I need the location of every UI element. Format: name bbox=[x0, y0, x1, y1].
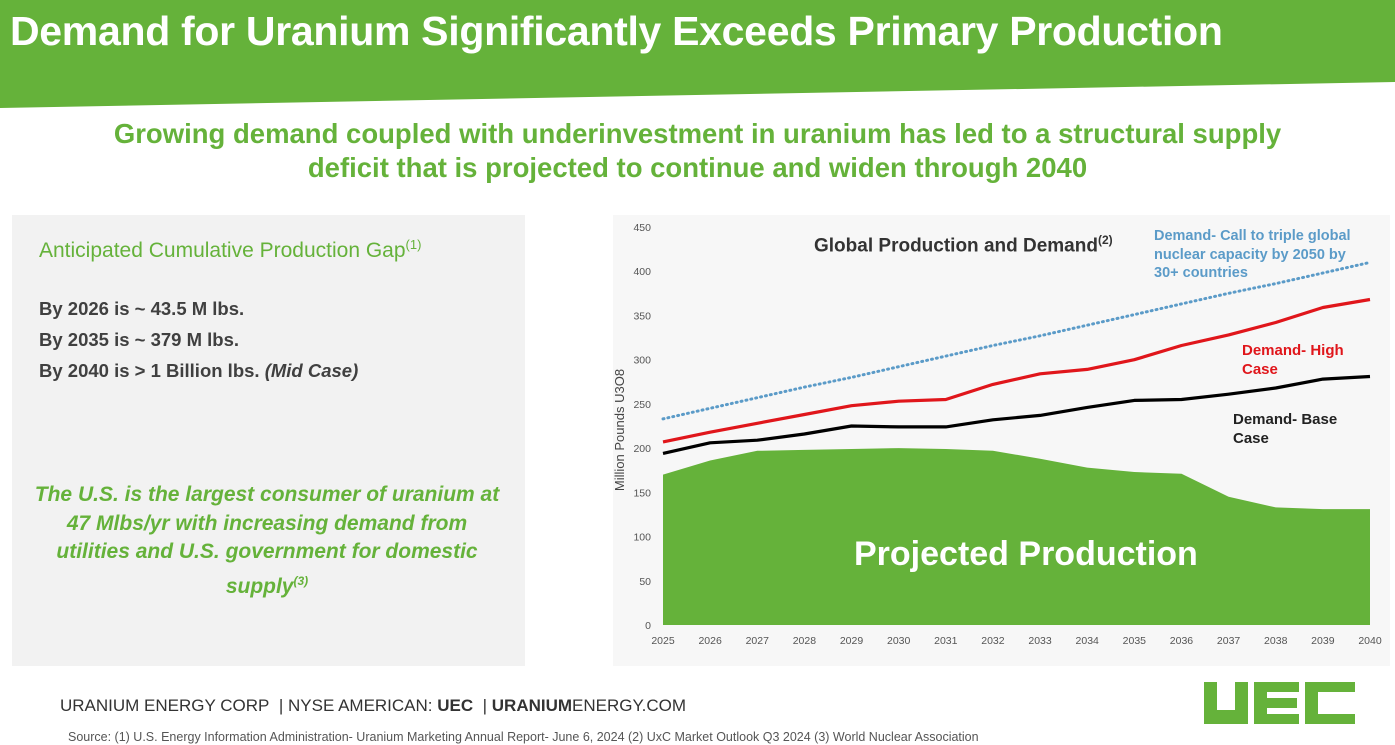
label-line: 30+ countries bbox=[1154, 265, 1248, 281]
x-tick-label: 2033 bbox=[1028, 635, 1052, 647]
triple-capacity-line bbox=[661, 260, 1372, 421]
company-name: URANIUM ENERGY CORP bbox=[60, 696, 270, 715]
x-tick-label: 2027 bbox=[746, 635, 770, 647]
y-tick-label: 250 bbox=[633, 399, 651, 411]
high-case-line bbox=[662, 297, 1371, 444]
label-line: Case bbox=[1242, 361, 1278, 378]
website-bold[interactable]: URANIUM bbox=[491, 696, 573, 715]
exchange: NYSE AMERICAN: bbox=[287, 696, 433, 715]
gap-title: Anticipated Cumulative Production Gap(1) bbox=[39, 237, 421, 263]
y-tick-label: 200 bbox=[633, 443, 651, 455]
footnote-ref: (1) bbox=[405, 237, 422, 252]
gap-suffix: (Mid Case) bbox=[264, 360, 359, 381]
website-rest[interactable]: ENERGY.COM bbox=[572, 696, 687, 715]
label-line: Case bbox=[1233, 430, 1269, 447]
chart-panel: 0 50 100 150 200 250 300 350 400 450 2025 2026 2027 2… bbox=[613, 215, 1390, 666]
subtitle-line: Growing demand coupled with underinvestm… bbox=[113, 118, 1282, 149]
y-tick-label: 100 bbox=[633, 532, 651, 544]
x-tick-label: 2037 bbox=[1217, 635, 1241, 647]
us-consumption-text: The U.S. is the largest consumer of uran… bbox=[32, 481, 502, 601]
x-tick-label: 2029 bbox=[840, 635, 864, 647]
base-case-label: Demand- Base Case bbox=[1233, 410, 1337, 448]
us-text-body: The U.S. is the largest consumer of uran… bbox=[34, 483, 500, 598]
x-tick-label: 2030 bbox=[887, 635, 911, 647]
x-tick-label: 2028 bbox=[793, 635, 817, 647]
x-tick-label: 2031 bbox=[934, 635, 958, 647]
production-area bbox=[663, 448, 1370, 625]
title-banner bbox=[0, 0, 1395, 108]
base-case-line bbox=[662, 374, 1371, 455]
chart-title-text: Global Production and Demand bbox=[814, 235, 1098, 257]
triple-label: Demand- Call to triple global nuclear ca… bbox=[1154, 227, 1351, 283]
y-tick-label: 400 bbox=[633, 266, 651, 278]
x-tick-label: 2035 bbox=[1123, 635, 1147, 647]
gap-text: By 2040 is > 1 Billion lbs. bbox=[39, 360, 265, 381]
label-line: nuclear capacity by 2050 by bbox=[1154, 246, 1346, 263]
gap-text: By 2026 is ~ 43.5 M lbs. bbox=[39, 298, 245, 319]
label-line: Demand- High bbox=[1242, 342, 1344, 359]
uec-logo bbox=[1204, 682, 1355, 724]
y-tick-label: 450 bbox=[633, 222, 651, 234]
gap-text: By 2035 is ~ 379 M lbs. bbox=[39, 329, 240, 350]
y-tick-label: 300 bbox=[633, 355, 651, 367]
gap-line-2026: By 2026 is ~ 43.5 M lbs. bbox=[39, 298, 244, 320]
x-tick-label: 2032 bbox=[981, 635, 1005, 647]
x-tick-label: 2034 bbox=[1076, 635, 1100, 647]
production-demand-chart: 0 50 100 150 200 250 300 350 400 450 2025 2026 2027 2… bbox=[613, 222, 1382, 647]
production-gap-panel: Anticipated Cumulative Production Gap(1)… bbox=[12, 215, 525, 666]
y-tick-label: 0 bbox=[645, 620, 651, 632]
footnote-ref: (2) bbox=[1097, 233, 1113, 247]
y-axis-label: Million Pounds U3O8 bbox=[613, 369, 627, 491]
y-tick-label: 150 bbox=[633, 487, 651, 499]
page-subtitle: Growing demand coupled with underinvestm… bbox=[0, 117, 1395, 185]
gap-line-2035: By 2035 is ~ 379 M lbs. bbox=[39, 329, 239, 351]
y-tick-label: 350 bbox=[633, 310, 651, 322]
x-tick-label: 2040 bbox=[1358, 635, 1382, 647]
page-title: Demand for Uranium Significantly Exceeds… bbox=[10, 8, 1223, 54]
chart-title: Global Production and Demand(2) bbox=[814, 233, 1113, 257]
gap-title-text: Anticipated Cumulative Production Gap bbox=[39, 239, 406, 262]
source-note: Source: (1) U.S. Energy Information Admi… bbox=[68, 730, 979, 744]
subtitle-line: deficit that is projected to continue an… bbox=[307, 152, 1088, 183]
ticker: UEC bbox=[437, 696, 474, 715]
production-label: Projected Production bbox=[854, 535, 1198, 573]
gap-line-2040: By 2040 is > 1 Billion lbs. (Mid Case) bbox=[39, 360, 358, 382]
x-tick-label: 2026 bbox=[698, 635, 722, 647]
x-tick-label: 2038 bbox=[1264, 635, 1288, 647]
y-tick-label: 50 bbox=[639, 576, 651, 588]
x-tick-label: 2036 bbox=[1170, 635, 1194, 647]
label-line: Demand- Call to triple global bbox=[1154, 228, 1351, 244]
high-case-label: Demand- High Case bbox=[1242, 341, 1344, 379]
x-tick-label: 2039 bbox=[1311, 635, 1335, 647]
footer-company: URANIUM ENERGY CORP | NYSE AMERICAN: UEC… bbox=[60, 696, 687, 715]
x-tick-label: 2025 bbox=[651, 635, 675, 647]
label-line: Demand- Base bbox=[1233, 411, 1338, 428]
footnote-ref: (3) bbox=[293, 573, 309, 588]
